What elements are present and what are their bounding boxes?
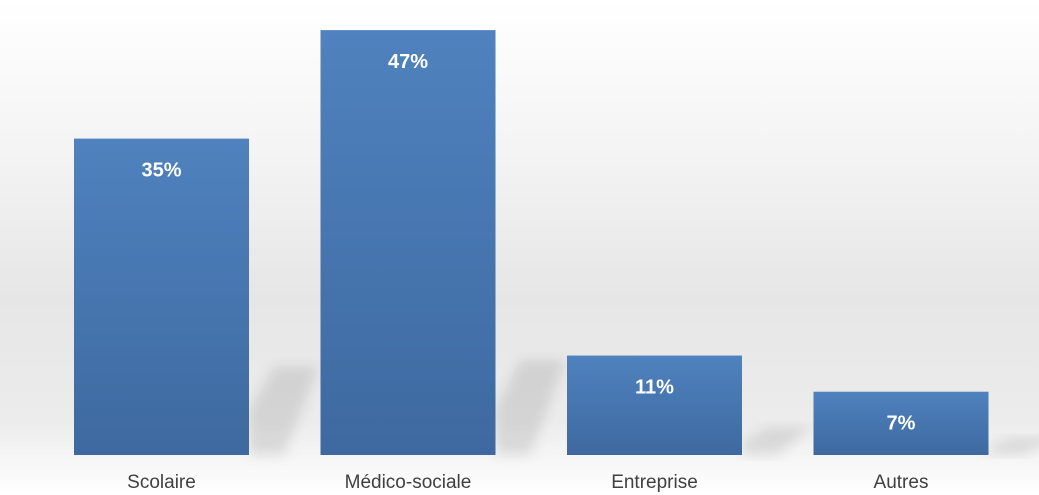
category-labels: Scolaire Médico-sociale Entreprise Autres <box>127 472 928 493</box>
bar-medico-sociale[interactable] <box>320 30 496 456</box>
bar-shadow-entreprise <box>742 427 812 455</box>
bars <box>74 30 989 456</box>
category-label-scolaire: Scolaire <box>127 472 196 493</box>
category-label-autres: Autres <box>874 472 929 493</box>
data-label-entreprise: 11% <box>635 377 674 399</box>
bar-shadow-autres <box>988 437 1039 455</box>
data-label-medico-sociale: 47% <box>388 51 428 73</box>
category-label-medico-sociale: Médico-sociale <box>345 472 472 493</box>
bar-shadows <box>249 360 1039 455</box>
bar-entreprise[interactable] <box>567 355 742 455</box>
bar-shadow-scolaire <box>249 366 319 455</box>
data-label-autres: 7% <box>887 413 916 435</box>
bar-scolaire[interactable] <box>74 138 249 455</box>
category-label-entreprise: Entreprise <box>611 472 698 493</box>
bar-autres[interactable] <box>813 391 989 455</box>
bar-shadow-medico-sociale <box>495 360 566 455</box>
data-label-scolaire: 35% <box>141 160 181 182</box>
data-labels: 35% 47% 11% 7% <box>141 51 915 435</box>
